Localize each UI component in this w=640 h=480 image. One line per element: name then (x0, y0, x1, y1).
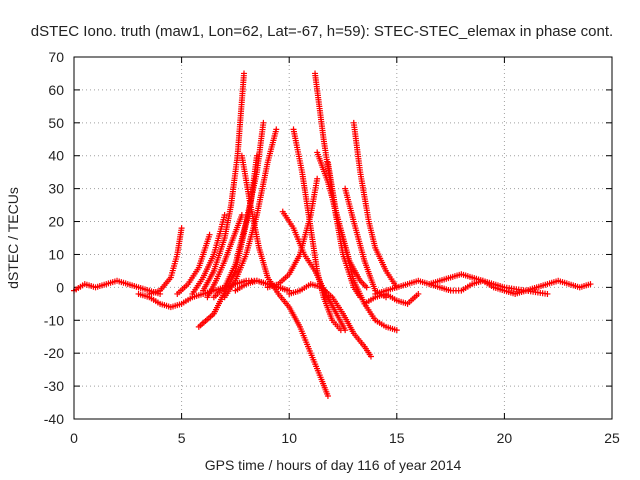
data-point (238, 211, 245, 218)
x-tick-label: 5 (178, 430, 186, 446)
chart-title: dSTEC Iono. truth (maw1, Lon=62, Lat=-67… (31, 23, 613, 40)
y-tick-label: 60 (48, 82, 64, 98)
data-point (324, 392, 331, 399)
y-tick-label: 50 (48, 115, 64, 131)
data-point (393, 327, 400, 334)
y-tick-label: 70 (48, 49, 64, 65)
data-point (367, 353, 374, 360)
data-point (241, 70, 248, 77)
y-tick-label: -40 (44, 411, 64, 427)
data-point (415, 290, 422, 297)
plot-border (73, 56, 613, 420)
data-point (587, 281, 594, 288)
x-axis-label: GPS time / hours of day 116 of year 2014 (205, 457, 462, 473)
x-tick-label: 20 (497, 430, 513, 446)
data-point (273, 126, 280, 133)
y-tick-labels: -40 -30 -20 -10 0 10 20 30 40 50 60 70 (44, 49, 64, 427)
grid-lines (73, 56, 613, 420)
x-tick-label: 10 (281, 430, 297, 446)
y-tick-label: 40 (48, 148, 64, 164)
data-point (342, 327, 349, 334)
x-tick-label: 0 (70, 430, 78, 446)
y-tick-label: -30 (44, 378, 64, 394)
y-tick-label: 20 (48, 214, 64, 230)
data-point (260, 119, 267, 126)
x-tick-label: 15 (389, 430, 405, 446)
y-tick-label: -10 (44, 312, 64, 328)
x-tick-labels: 0 5 10 15 20 25 (70, 430, 620, 446)
x-tick-label: 25 (604, 430, 620, 446)
data-point (314, 175, 321, 182)
y-tick-label: 0 (56, 279, 64, 295)
y-tick-label: -20 (44, 345, 64, 361)
data-points (71, 70, 594, 399)
y-axis-label: dSTEC / TECUs (5, 187, 21, 289)
data-point (363, 284, 370, 291)
data-point (206, 231, 213, 238)
y-tick-label: 10 (48, 246, 64, 262)
data-point (253, 152, 260, 159)
data-point (544, 290, 551, 297)
data-point (221, 211, 228, 218)
data-point (178, 225, 185, 232)
y-tick-label: 30 (48, 181, 64, 197)
